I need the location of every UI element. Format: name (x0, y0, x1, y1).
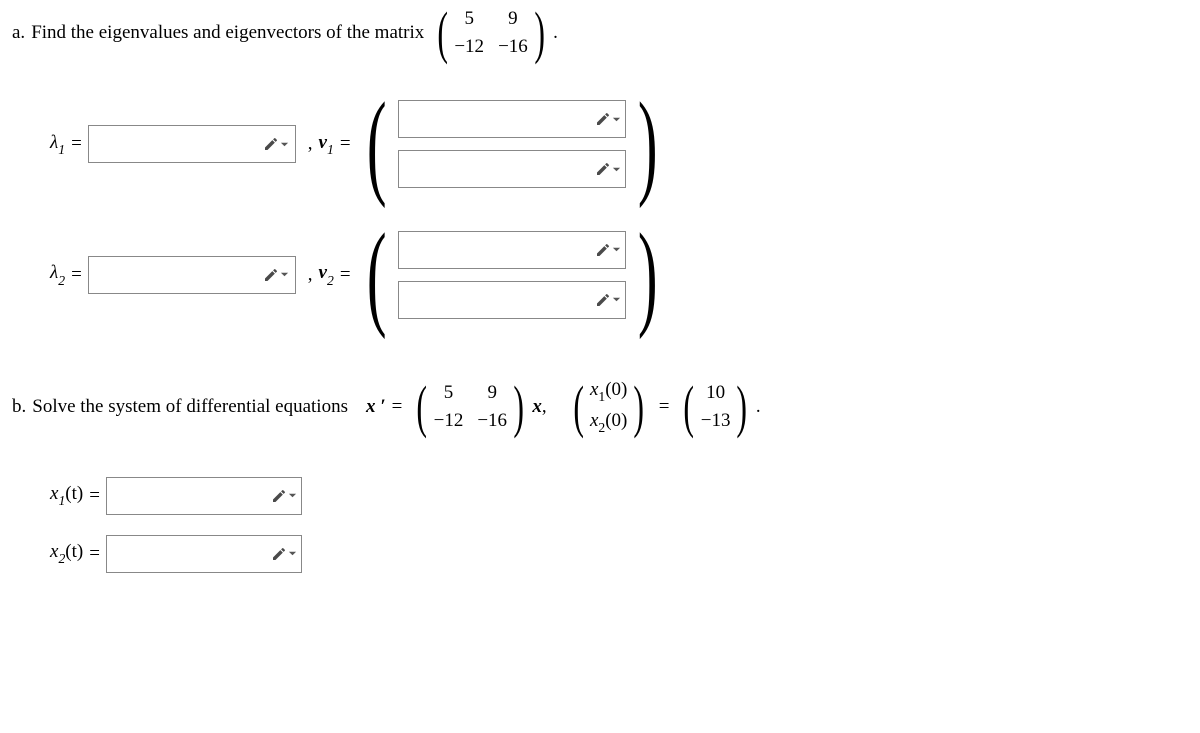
chevron-down-icon (612, 165, 621, 174)
lambda1-symbol: λ1 (50, 132, 65, 157)
x1t-row: x1(t) = (50, 477, 1188, 515)
v2-comp1-field[interactable] (403, 232, 595, 268)
lambda1-field[interactable] (93, 126, 263, 162)
chevron-down-icon (612, 115, 621, 124)
pencil-icon (595, 292, 611, 308)
part-b-label: b. (12, 396, 26, 418)
chevron-down-icon (612, 295, 621, 304)
chevron-down-icon (288, 491, 297, 500)
x1t-field[interactable] (111, 478, 271, 514)
lambda1-input[interactable] (88, 125, 296, 163)
part-b-text: Solve the system of differential equatio… (32, 396, 348, 418)
chevron-down-icon (288, 549, 297, 558)
part-a-trail: . (553, 22, 558, 44)
pencil-icon (271, 546, 287, 562)
lambda1-editor-button[interactable] (263, 136, 291, 152)
lambda2-input[interactable] (88, 256, 296, 294)
x1t-input[interactable] (106, 477, 302, 515)
chevron-down-icon (612, 245, 621, 254)
part-a-label: a. (12, 22, 25, 44)
pencil-icon (263, 267, 279, 283)
v1-comp1-field[interactable] (403, 101, 595, 137)
pencil-icon (263, 136, 279, 152)
x2t-input[interactable] (106, 535, 302, 573)
x-vec: x (532, 396, 542, 418)
x2t-label: x2(t) (50, 541, 83, 566)
pencil-icon (595, 111, 611, 127)
v1-comp1-input[interactable] (398, 100, 626, 138)
x2t-field[interactable] (111, 536, 271, 572)
lambda2-symbol: λ2 (50, 262, 65, 287)
v1-comp2-field[interactable] (403, 151, 595, 187)
v1-comp2-editor-button[interactable] (595, 161, 623, 177)
lambda2-editor-button[interactable] (263, 267, 291, 283)
v2-vector: ( ) (357, 231, 668, 320)
xprime: x ′ (366, 396, 386, 418)
part-b-trail: . (756, 396, 761, 418)
v2-comp1-input[interactable] (398, 231, 626, 269)
v2-comp1-editor-button[interactable] (595, 242, 623, 258)
part-b-prompt: b. Solve the system of differential equa… (12, 379, 1188, 435)
pencil-icon (595, 161, 611, 177)
pencil-icon (271, 488, 287, 504)
v2-comp2-field[interactable] (403, 282, 595, 318)
v2-symbol: v2 (319, 262, 334, 287)
v2-comp2-editor-button[interactable] (595, 292, 623, 308)
v1-comp2-input[interactable] (398, 150, 626, 188)
x2t-row: x2(t) = (50, 535, 1188, 573)
x1t-label: x1(t) (50, 483, 83, 508)
ic-vector: ( x1(0) x2(0) ) (569, 379, 649, 435)
x2t-editor-button[interactable] (271, 546, 299, 562)
ic-rhs: ( 10 −13 ) (679, 382, 751, 432)
lambda1-row: λ1 = , v1 = ( (50, 100, 1188, 189)
v1-comp1-editor-button[interactable] (595, 111, 623, 127)
pencil-icon (595, 242, 611, 258)
v1-vector: ( ) (357, 100, 668, 189)
chevron-down-icon (280, 270, 289, 279)
lambda2-row: λ2 = , v2 = ( (50, 231, 1188, 320)
part-a-prompt: a. Find the eigenvalues and eigenvectors… (12, 8, 1188, 58)
part-a-text: Find the eigenvalues and eigenvectors of… (31, 22, 424, 44)
x1t-editor-button[interactable] (271, 488, 299, 504)
solution-block: x1(t) = x2(t) = (50, 477, 1188, 573)
v2-comp2-input[interactable] (398, 281, 626, 319)
lambda2-field[interactable] (93, 257, 263, 293)
matrix-b: ( 5 9 −12 −16 ) (412, 382, 528, 432)
chevron-down-icon (280, 140, 289, 149)
v1-symbol: v1 (319, 132, 334, 157)
matrix-a: ( 5 9 −12 −16 ) (433, 8, 549, 58)
